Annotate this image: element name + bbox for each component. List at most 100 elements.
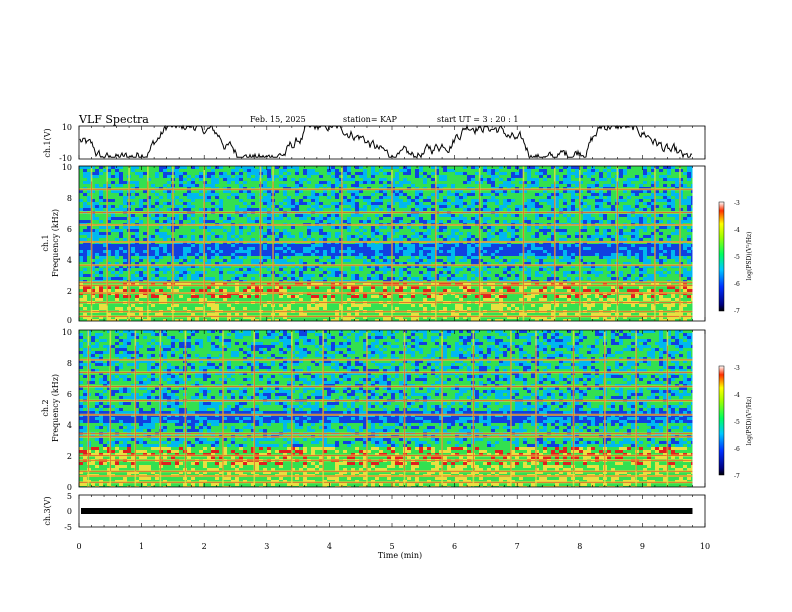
spectrogram-cell	[139, 181, 144, 185]
spectrogram-cell	[663, 250, 668, 254]
spectrogram-cell	[103, 256, 108, 260]
spectrogram-cell	[323, 220, 328, 224]
spectrogram-cell	[647, 247, 652, 251]
spectrogram-cell	[551, 166, 556, 170]
spectrogram-cell	[395, 172, 400, 176]
spectrogram-cell	[239, 217, 244, 221]
spectrogram-cell	[487, 181, 492, 185]
spectrogram-cell	[423, 247, 428, 251]
spectrogram-cell	[227, 250, 232, 254]
spectrogram-cell	[407, 178, 412, 182]
spectrogram-cell	[199, 190, 204, 194]
spectrogram-cell	[667, 196, 672, 200]
spectrogram-cell	[611, 235, 616, 239]
spectrogram-cell	[287, 169, 292, 173]
spectrogram-cell	[195, 169, 200, 173]
spectrogram-cell	[627, 166, 632, 170]
spectrogram-cell	[687, 229, 692, 233]
spectrogram-cell	[651, 169, 656, 173]
spectrogram-cell	[195, 202, 200, 206]
spectrogram-cell	[639, 250, 644, 254]
spectrogram-cell	[563, 169, 568, 173]
spectrogram-cell	[327, 256, 332, 260]
spectrogram-cell	[91, 232, 96, 236]
spectrogram-cell	[663, 208, 668, 212]
spectrogram-cell	[643, 244, 648, 248]
spectrogram-cell	[439, 169, 444, 173]
spectrogram-cell	[555, 208, 560, 212]
spectrogram-cell	[203, 205, 208, 209]
spectrogram-cell	[559, 214, 564, 218]
spectrogram-cell	[303, 235, 308, 239]
spectrogram-cell	[263, 205, 268, 209]
spectrogram-cell	[439, 247, 444, 251]
spectrogram-cell	[231, 190, 236, 194]
spectrogram-cell	[311, 199, 316, 203]
spectrogram-cell	[115, 205, 120, 209]
spectrogram-cell	[567, 229, 572, 233]
spectrogram-cell	[603, 226, 608, 230]
spectrogram-cell	[371, 232, 376, 236]
spectrogram-cell	[331, 250, 336, 254]
spectrogram-cell	[135, 250, 140, 254]
spectrogram-cell	[151, 175, 156, 179]
spectrogram-cell	[315, 190, 320, 194]
spectrogram-cell	[451, 220, 456, 224]
spectrogram-cell	[327, 250, 332, 254]
spectrogram-cell	[619, 256, 624, 260]
spectrogram-cell	[507, 208, 512, 212]
spectrogram-cell	[155, 256, 160, 260]
spectrogram-cell	[207, 202, 212, 206]
spectrogram-cell	[79, 247, 84, 251]
spectrogram-cell	[227, 184, 232, 188]
spectrogram-cell	[411, 229, 416, 233]
spectrogram-cell	[191, 172, 196, 176]
spectrogram-cell	[619, 238, 624, 242]
spectrogram-cell	[395, 166, 400, 170]
spectrogram-cell	[655, 190, 660, 194]
spectrogram-cell	[187, 232, 192, 236]
spectrogram-cell	[655, 193, 660, 197]
spectrogram-cell	[351, 244, 356, 248]
spectrogram-cell	[175, 259, 180, 263]
spectrogram-cell	[283, 244, 288, 248]
spectrogram-cell	[159, 178, 164, 182]
spectrogram-cell	[575, 199, 580, 203]
spectrogram-cell	[551, 184, 556, 188]
spectrogram-cell	[447, 178, 452, 182]
spectrogram-cell	[515, 202, 520, 206]
spectrogram-cell	[563, 202, 568, 206]
spectrogram-cell	[635, 208, 640, 212]
spectrogram-cell	[335, 259, 340, 263]
spectrogram-cell	[227, 259, 232, 263]
spectrogram-cell	[175, 217, 180, 221]
spectrogram-cell	[487, 169, 492, 173]
spectrogram-cell	[603, 238, 608, 242]
spectrogram-cell	[507, 166, 512, 170]
spectrogram-cell	[575, 214, 580, 218]
spectrogram-cell	[255, 235, 260, 239]
spectrogram-cell	[611, 217, 616, 221]
spectrogram-cell	[79, 181, 84, 185]
spectrogram-cell	[323, 217, 328, 221]
spectrogram-cell	[387, 244, 392, 248]
spectrogram-cell	[491, 238, 496, 242]
spectrogram-cell	[495, 202, 500, 206]
spectrogram-cell	[391, 253, 396, 257]
spectrogram-cell	[403, 244, 408, 248]
spectrogram-cell	[255, 259, 260, 263]
spectrogram-cell	[311, 244, 316, 248]
spectrogram-cell	[183, 172, 188, 176]
spectrogram-cell	[215, 226, 220, 230]
spectrogram-cell	[347, 217, 352, 221]
spectrogram-cell	[511, 199, 516, 203]
spectrogram-cell	[331, 193, 336, 197]
spectrogram-cell	[175, 166, 180, 170]
spectrogram-cell	[467, 169, 472, 173]
spectrogram-cell	[363, 238, 368, 242]
spectrogram-cell	[663, 172, 668, 176]
spectrogram-cell	[371, 253, 376, 257]
spectrogram-cell	[551, 247, 556, 251]
spectrogram-cell	[299, 196, 304, 200]
spectrogram-cell	[83, 199, 88, 203]
